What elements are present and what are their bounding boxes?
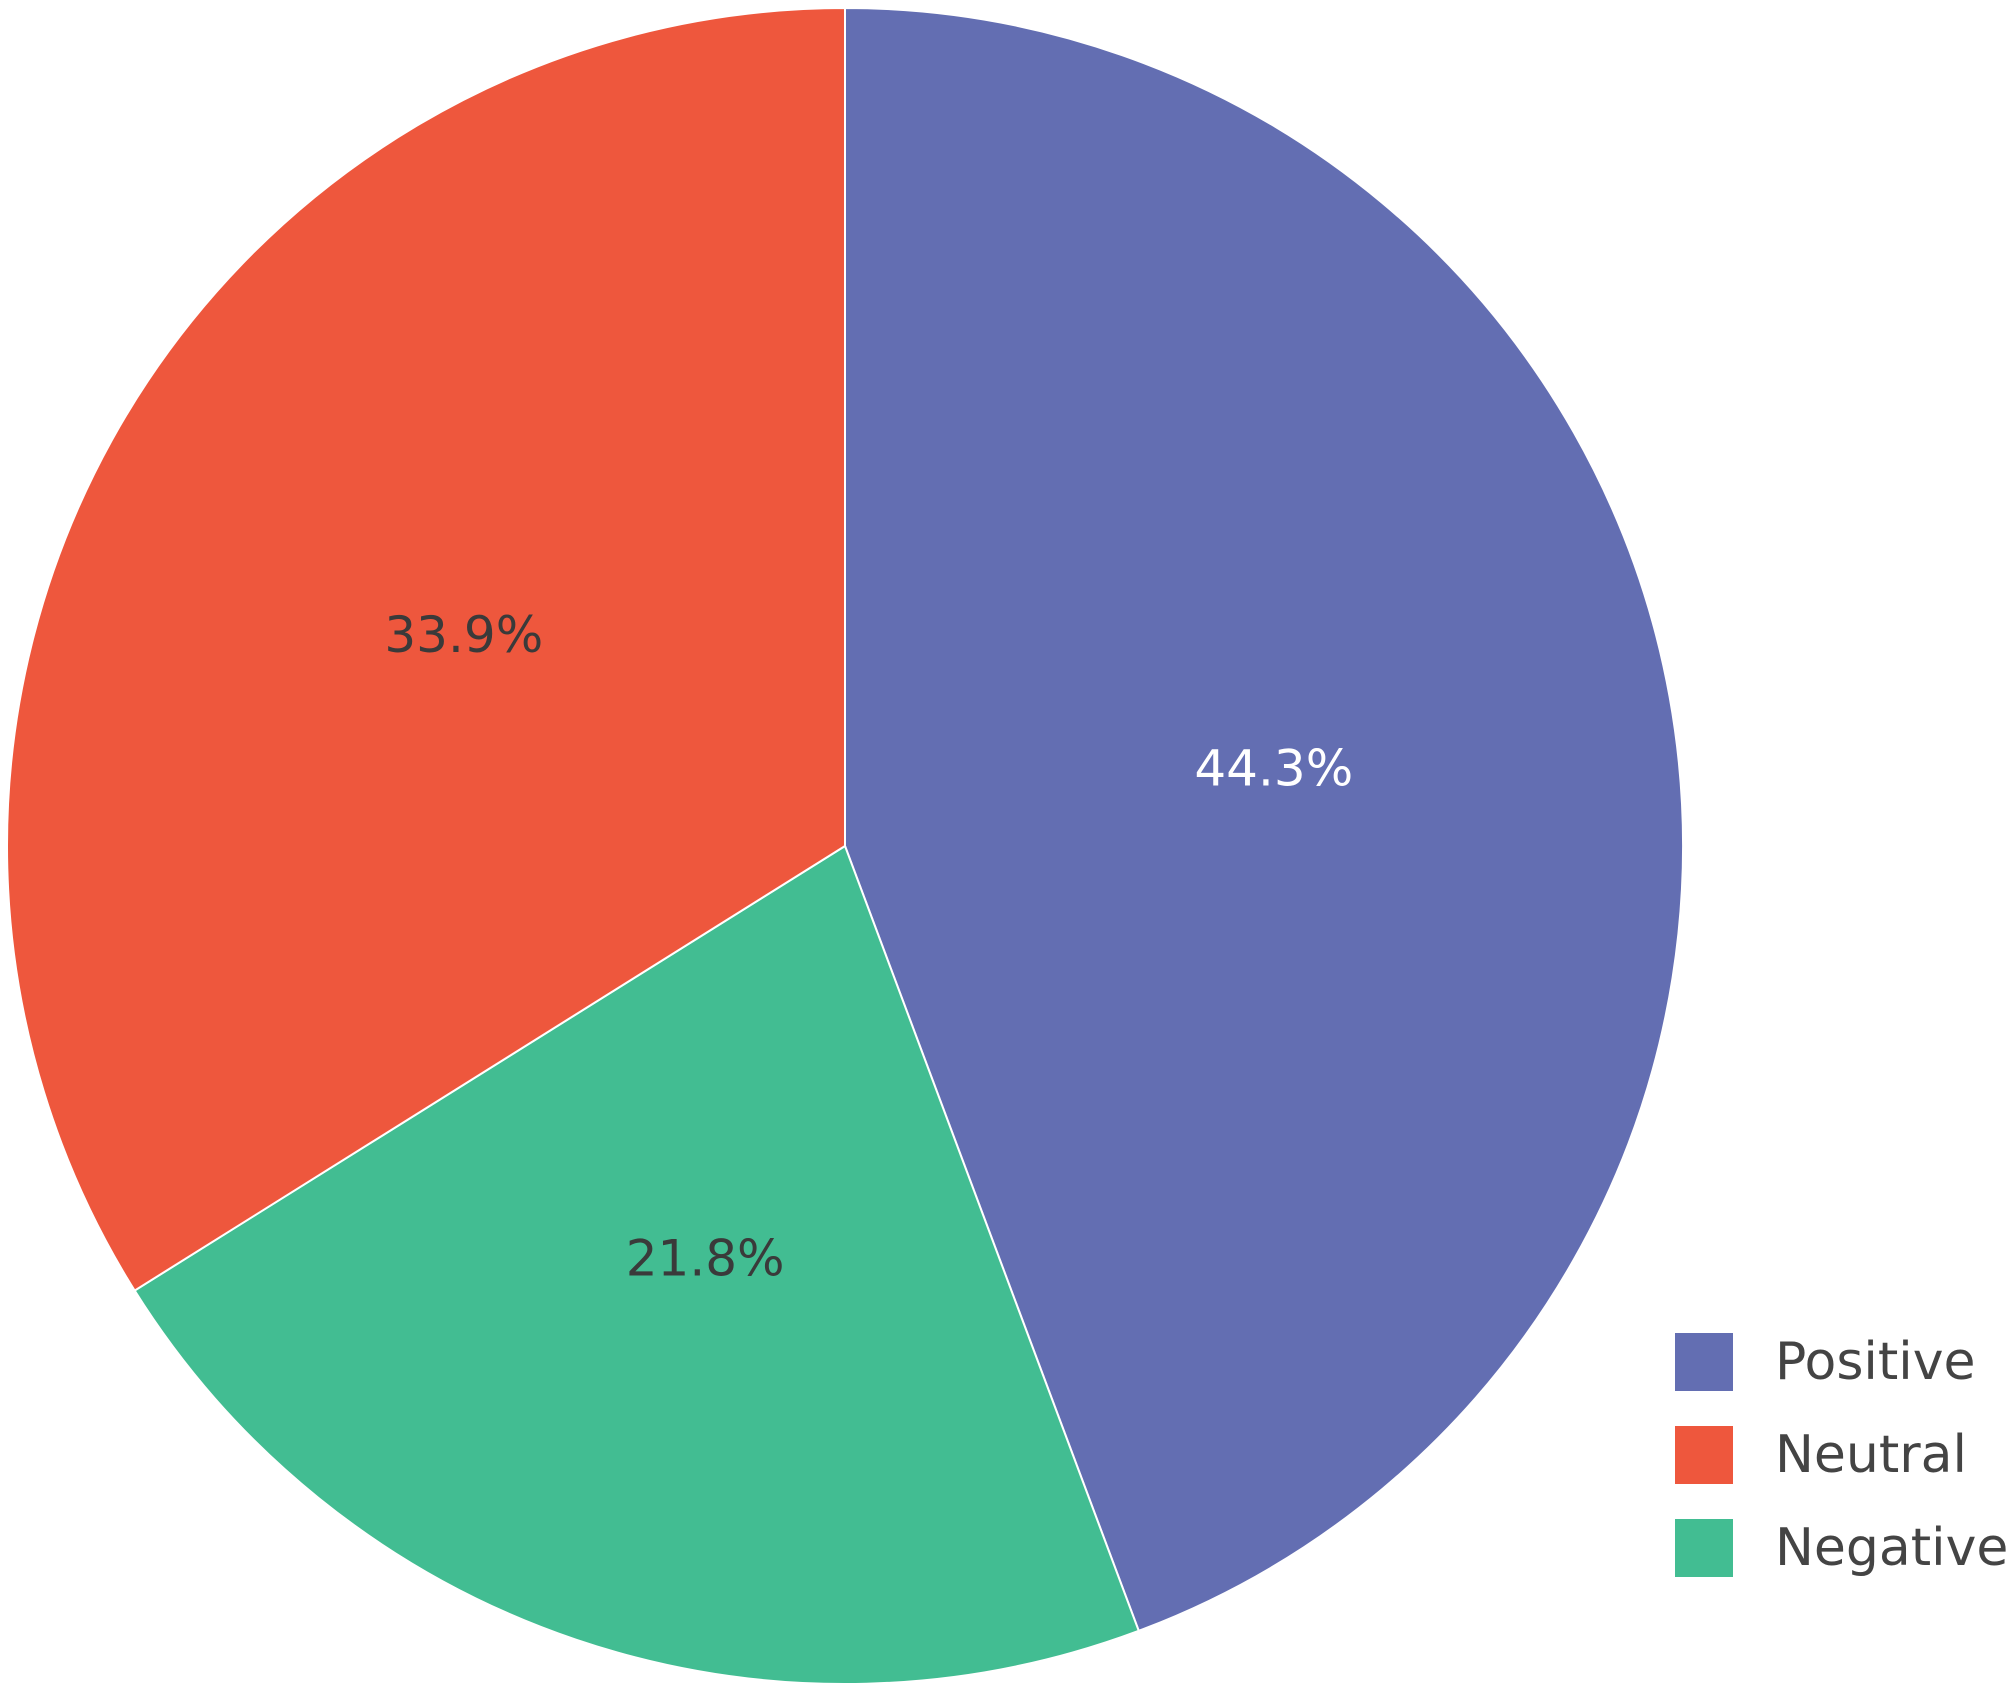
pie-labels: 44.3% 21.8% 33.9%	[384, 606, 1353, 1288]
pie-slices	[6, 6, 1684, 1685]
pie-slice-neutral[interactable]	[6, 6, 846, 1292]
pie-slice-negative[interactable]	[133, 844, 1141, 1685]
slice-label-positive: 44.3%	[1194, 739, 1353, 797]
legend-swatch-negative	[1675, 1519, 1733, 1577]
legend-swatch-positive	[1675, 1333, 1733, 1391]
legend: Positive Neutral Negative	[1675, 1332, 2008, 1578]
pie-slice-positive[interactable]	[844, 6, 1684, 1633]
legend-item-positive[interactable]: Positive	[1675, 1332, 1975, 1392]
legend-label-positive: Positive	[1775, 1332, 1975, 1392]
legend-item-neutral[interactable]: Neutral	[1675, 1425, 1967, 1485]
legend-item-negative[interactable]: Negative	[1675, 1518, 2008, 1578]
legend-label-negative: Negative	[1775, 1518, 2008, 1578]
legend-label-neutral: Neutral	[1775, 1425, 1967, 1485]
slice-label-negative: 21.8%	[626, 1230, 785, 1288]
legend-swatch-neutral	[1675, 1426, 1733, 1484]
slice-label-neutral: 33.9%	[384, 606, 543, 664]
